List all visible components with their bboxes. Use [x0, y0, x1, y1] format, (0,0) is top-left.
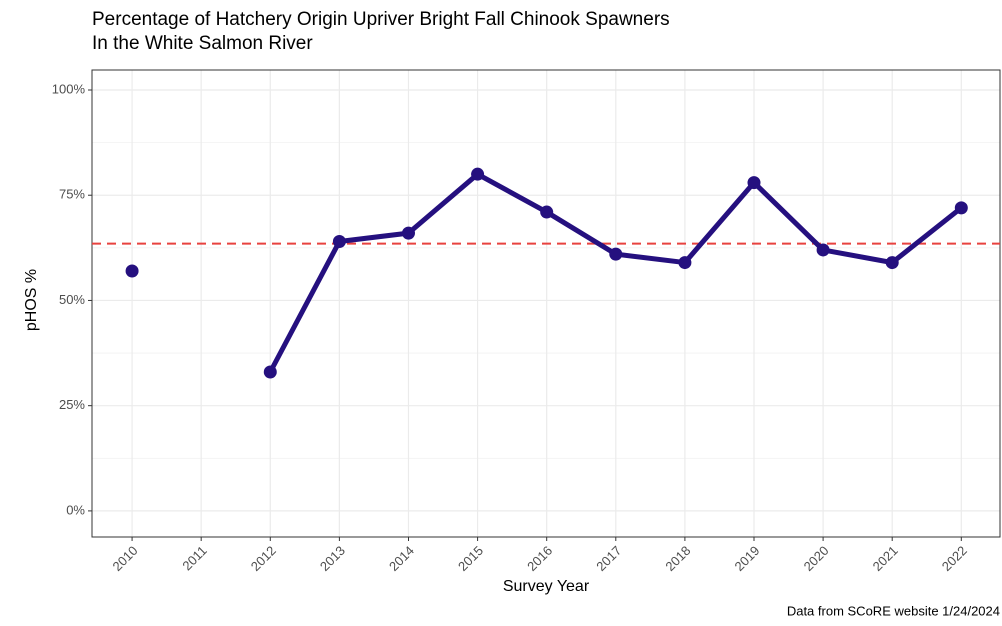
- data-point: [747, 176, 761, 190]
- data-point: [332, 235, 346, 249]
- y-tick-label: 0%: [66, 502, 85, 517]
- data-point: [540, 205, 554, 219]
- y-tick-label: 25%: [59, 397, 85, 412]
- chart-title: Percentage of Hatchery Origin Upriver Br…: [92, 9, 670, 30]
- data-point: [401, 226, 415, 240]
- data-point: [885, 256, 899, 270]
- y-tick-label: 50%: [59, 292, 85, 307]
- caption: Data from SCoRE website 1/24/2024: [787, 603, 1000, 618]
- chart-title: In the White Salmon River: [92, 33, 313, 54]
- y-axis-label: pHOS %: [23, 269, 40, 331]
- y-tick-label: 100%: [52, 81, 86, 96]
- plot-border: [91, 69, 1001, 538]
- x-axis-label: Survey Year: [503, 578, 590, 595]
- data-point: [125, 264, 139, 278]
- data-point: [609, 247, 623, 261]
- data-point: [263, 365, 277, 379]
- data-point: [954, 201, 968, 215]
- data-point: [678, 256, 692, 270]
- data-point: [471, 167, 485, 181]
- data-point: [816, 243, 830, 257]
- y-tick-label: 75%: [59, 187, 85, 202]
